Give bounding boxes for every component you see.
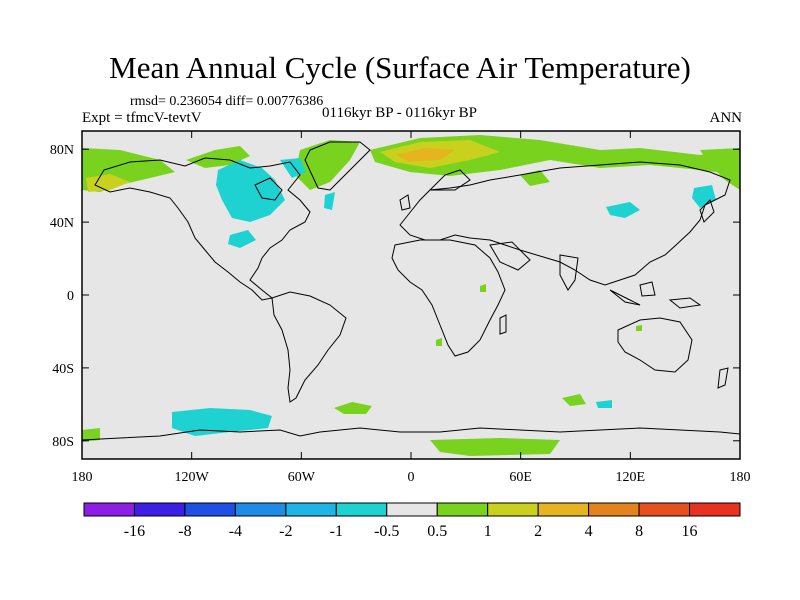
anomaly-cyan-us [228,230,256,248]
experiment-label: Expt = tfmcV-tevtV [82,110,202,126]
coastline-scandinavia [428,169,471,191]
colorbar-swatch [689,502,741,517]
anomaly-green-canada-arctic [186,146,250,168]
coastline-north-america [94,157,311,301]
colorbar-swatch [386,502,438,517]
colorbar-swatch [436,502,489,517]
colorbar-swatch [487,502,539,517]
anomaly-green-greenland [295,140,360,190]
colorbar-label: 0.5 [427,523,447,540]
colorbar-swatch [133,502,186,517]
coastline-sumatra [609,289,641,306]
coastline-japan [699,199,715,223]
colorbar-swatch [335,502,388,517]
coastline-antarctica [82,427,740,441]
lon-tick-label: 180 [730,470,751,485]
coastline-borneo [639,281,656,297]
coastline-arabia [489,241,531,271]
anomaly-green-madagascar [436,338,442,346]
map-background-field [82,131,740,459]
colorbar-label: -8 [178,523,191,540]
colorbar-label: 4 [585,523,593,540]
anomaly-cyan-southern-indian [596,400,612,408]
anomaly-green-antarctic-east [430,438,560,456]
lon-tick-label: 60W [288,470,316,485]
anomaly-green-antarctic-west [82,428,100,442]
latitude-ticks: 80N 40N 0 40S 80S [50,143,740,450]
coastline-madagascar [499,314,507,335]
coastline-africa [391,239,506,357]
colorbar-label: -4 [229,523,242,540]
colorbar-swatch [285,502,337,517]
colorbar-label: -2 [279,523,292,540]
map-title: Mean Annual Cycle (Surface Air Temperatu… [109,50,691,85]
anomaly-yellow-alaska [86,174,130,192]
coastline-south-america [271,291,347,403]
coastline-eurasia [399,161,731,286]
stats-line: rmsd= 0.236054 diff= 0.00776386 [130,94,324,109]
coastline-india [559,254,579,291]
colorbar [83,502,741,517]
colorbar-label: 16 [682,523,698,540]
anomaly-cyan-southern-pacific [172,408,272,436]
lon-tick-label: 0 [408,470,415,485]
lon-tick-label: 120W [175,470,210,485]
coastline-new-guinea [668,297,702,309]
lat-tick-label: 80N [50,143,74,158]
colorbar-swatch [638,502,691,517]
colorbar-label: -1 [330,523,343,540]
lon-tick-label: 60E [509,470,532,485]
lat-tick-label: 40S [52,362,74,377]
anomaly-orange-barents [395,148,455,162]
lon-tick-label: 120E [616,470,646,485]
colorbar-label: -0.5 [374,523,399,540]
anomaly-green-africa [480,284,486,292]
colorbar-label: 1 [484,523,492,540]
anomaly-cyan-asia [606,202,640,218]
coastline-uk [399,194,411,211]
longitude-ticks: 180 120W 60W 0 60E 120E 180 [72,131,751,485]
lat-tick-label: 40N [50,216,74,231]
coastline-hudson-bay [254,177,283,201]
colorbar-swatch [234,502,287,517]
coastline-australia [617,317,693,373]
colorbar-labels: -16 -8 -4 -2 -1 -0.5 0.5 1 2 4 8 16 [124,523,698,540]
period-label: 0116kyr BP - 0116kyr BP [322,105,478,121]
anomaly-green-southern-atlantic [334,402,372,414]
anomaly-cyan-canada [216,160,285,222]
colorbar-swatch [83,502,135,517]
colorbar-label: 2 [534,523,542,540]
season-label: ANN [709,110,743,126]
coastline-new-zealand [717,367,729,389]
lat-tick-label: 0 [67,289,74,304]
anomaly-green-southern-indian [562,394,586,406]
anomaly-green-australia [636,325,642,331]
anomaly-cyan-baffin [324,192,335,210]
coastline-greenland [304,141,371,191]
lat-tick-label: 80S [52,435,74,450]
colorbar-label: 8 [635,523,643,540]
colorbar-swatch [184,502,236,517]
coastlines [82,141,740,441]
lon-tick-label: 180 [72,470,93,485]
colorbar-swatch [537,502,590,517]
colorbar-swatch [588,502,640,517]
colorbar-label: -16 [124,523,145,540]
